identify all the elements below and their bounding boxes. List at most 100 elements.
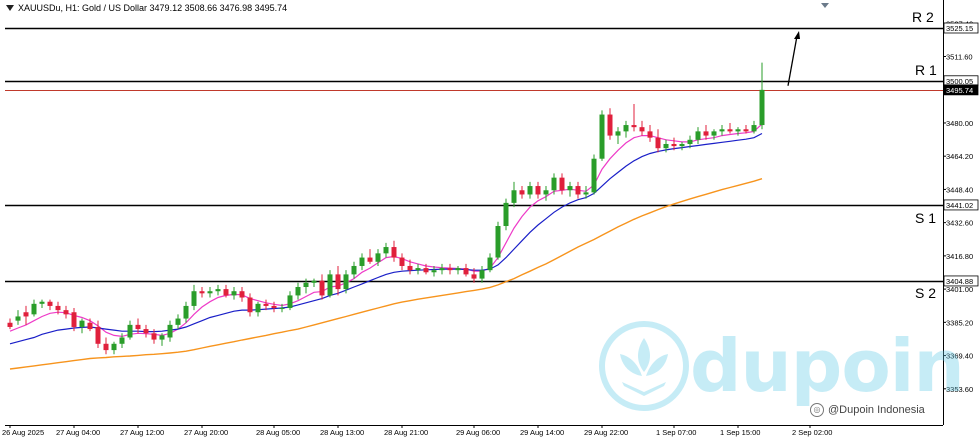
candle [591, 154, 597, 195]
credit-label: ◎ @Dupoin Indonesia [810, 403, 925, 417]
time-tick-label: 28 Aug 21:00 [384, 428, 428, 437]
candle [455, 265, 461, 275]
candle-body [407, 265, 413, 271]
candle [687, 135, 693, 149]
candle-body [215, 289, 221, 292]
candle-body [335, 274, 341, 290]
time-tick-label: 27 Aug 04:00 [56, 428, 100, 437]
current-price-label: 3495.74 [946, 86, 973, 95]
candle [231, 287, 237, 300]
candle [703, 125, 709, 140]
candle-body [511, 190, 517, 203]
candle-body [687, 139, 693, 144]
candle-body [623, 125, 629, 132]
candle [599, 110, 605, 161]
candle [279, 303, 285, 313]
candle-body [679, 143, 685, 147]
candle [383, 242, 389, 258]
candle [255, 301, 261, 317]
level-price-label: 3525.15 [946, 24, 973, 33]
candle-body [247, 297, 253, 313]
price-tick-label: 3432.60 [946, 219, 973, 228]
time-tick-label: 26 Aug 2025 [2, 428, 44, 437]
candle [215, 284, 221, 296]
candle-body [263, 303, 269, 306]
candle-body [639, 127, 645, 132]
candle [727, 122, 733, 134]
candle-body [199, 291, 205, 294]
candle-body [231, 291, 237, 296]
candle-body [551, 177, 557, 191]
current-price-box [943, 84, 979, 96]
candle-body [31, 303, 37, 315]
candle [71, 308, 77, 332]
candle [711, 129, 717, 140]
price-tick-label: 3448.40 [946, 185, 973, 194]
candle-body [359, 257, 365, 266]
candle-body [135, 324, 141, 330]
candle [143, 324, 149, 338]
chart-header: XAUUSDu, H1: Gold / US Dollar 3479.12 35… [6, 3, 287, 13]
candle-body [599, 114, 605, 159]
candle-body [351, 265, 357, 275]
candle [311, 278, 317, 288]
time-tick-label: 2 Sep 02:00 [792, 428, 832, 437]
candle-body [743, 129, 749, 132]
time-tick-label: 28 Aug 13:00 [320, 428, 364, 437]
candle [615, 127, 621, 144]
candle-body [495, 226, 501, 258]
candle-body [191, 291, 197, 306]
level-price-label: 3404.88 [946, 277, 973, 286]
candle [367, 249, 373, 264]
candle [111, 341, 117, 355]
candle-body [119, 337, 125, 344]
level-price-label: 3500.05 [946, 77, 973, 86]
candle [223, 284, 229, 298]
forecast-arrow-line [787, 35, 798, 86]
candle-body [631, 125, 637, 128]
candle-body [719, 129, 725, 132]
candle-body [223, 289, 229, 296]
candle-body [647, 131, 653, 138]
level-price-box [943, 22, 979, 34]
candle [103, 337, 109, 355]
candle-body [471, 274, 477, 279]
candle [295, 282, 301, 300]
candle [639, 120, 645, 136]
time-tick-label: 1 Sep 15:00 [720, 428, 760, 437]
candle [159, 333, 165, 346]
candle-body [271, 305, 277, 309]
symbol-header-text: XAUUSDu, H1: Gold / US Dollar 3479.12 35… [18, 3, 288, 13]
candle [375, 249, 381, 266]
candle-body [207, 291, 213, 294]
candle-body [239, 291, 245, 298]
candle-body [655, 137, 661, 149]
candle-body [391, 247, 397, 258]
candle [607, 108, 613, 140]
candle [719, 125, 725, 136]
candle-body [151, 333, 157, 340]
candle [335, 265, 341, 296]
candle [199, 287, 205, 298]
candle-body [127, 324, 133, 338]
candle [127, 320, 133, 340]
candle-body [519, 190, 525, 195]
candle [679, 141, 685, 151]
candle [431, 265, 437, 277]
level-price-box [943, 275, 979, 287]
collapse-triangle-icon[interactable] [6, 5, 14, 11]
moving-average-line [9, 132, 763, 345]
candle [23, 305, 29, 325]
candle-body [455, 268, 461, 271]
candle-body [575, 186, 581, 195]
candle [479, 265, 485, 283]
candle [511, 181, 517, 208]
candle [351, 261, 357, 279]
candle [95, 320, 101, 348]
candle [263, 299, 269, 311]
candle-body [463, 268, 469, 275]
candle [543, 186, 549, 201]
moving-average-line [9, 178, 763, 370]
time-tick-label: 27 Aug 20:00 [184, 428, 228, 437]
